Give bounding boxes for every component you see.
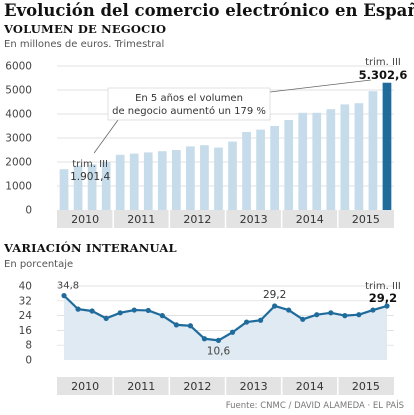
data-point	[131, 307, 137, 313]
bar-chart: 0 1000 2000 3000 4000 5000 6000 2010 2011 2012 201…	[5, 57, 408, 228]
y-tick-label: 4000	[5, 109, 32, 121]
bar	[59, 169, 69, 210]
line-chart-subtitle: En porcentaje	[4, 259, 74, 270]
bar	[270, 126, 279, 210]
y-tick-label: 5000	[5, 85, 32, 97]
data-point	[173, 322, 179, 328]
chart-title: Evolución del comercio electrónico en Es…	[4, 1, 414, 20]
annotation-connector	[93, 119, 119, 154]
data-point	[75, 306, 81, 312]
series-area	[64, 295, 387, 360]
data-point	[272, 303, 278, 309]
data-point	[370, 307, 376, 313]
annotation-connector	[269, 79, 372, 93]
bar	[186, 146, 195, 210]
y-tick-label: 2000	[5, 157, 32, 169]
data-point	[286, 307, 292, 313]
x-tick-label: 2015	[352, 380, 380, 393]
x-tick-label: 2010	[71, 380, 99, 393]
x-tick-label: 2014	[296, 380, 324, 393]
x-tick-label: 2015	[352, 213, 380, 226]
bar-chart-title: VOLUMEN DE NEGOCIO	[4, 22, 167, 36]
bar	[242, 132, 251, 210]
annotation-value: 29,2	[263, 289, 286, 301]
bar	[101, 162, 111, 210]
data-point	[159, 313, 165, 319]
y-tick-label: 3000	[5, 133, 32, 145]
x-tick-label: 2014	[296, 213, 324, 226]
y-tick-label: 32	[19, 295, 32, 307]
y-tick-label: 1000	[5, 181, 32, 193]
bar	[157, 151, 167, 210]
x-tick-label: 2011	[127, 213, 155, 226]
bar	[73, 165, 83, 210]
bar	[256, 129, 265, 210]
bar	[284, 120, 294, 210]
data-point	[243, 319, 250, 325]
annotation-value: 29,2	[369, 291, 397, 305]
bar	[129, 153, 139, 210]
bar	[312, 112, 322, 210]
x-tick-label: 2010	[71, 213, 99, 226]
annotation-value: 5.302,6	[359, 68, 408, 82]
source-credit: Fuente: CNMC / DAVID ALAMEDA · EL PAÍS	[225, 401, 404, 411]
data-point	[328, 310, 334, 316]
y-tick-label: 16	[19, 325, 33, 337]
x-tick-label: 2013	[240, 380, 268, 393]
annotation-value: 10,6	[207, 345, 231, 357]
y-tick-label: 8	[25, 340, 32, 352]
y-tick-label: 0	[25, 355, 32, 367]
bar	[115, 154, 125, 210]
note-box	[107, 87, 271, 121]
annotation-label: trim. III	[365, 57, 401, 68]
data-point	[314, 312, 320, 318]
annotation-value: 34,8	[57, 281, 79, 292]
data-point	[229, 329, 236, 335]
x-tick-label: 2012	[183, 380, 211, 393]
data-point	[187, 323, 193, 329]
annotation-label: trim. III	[365, 281, 401, 292]
line-chart-title: VARIACIÓN INTERANUAL	[4, 241, 177, 255]
data-point	[89, 308, 95, 314]
bar	[228, 141, 237, 210]
bar	[298, 112, 308, 210]
bar	[340, 104, 350, 210]
data-point	[103, 315, 109, 321]
bar	[143, 152, 153, 210]
bar	[354, 103, 364, 210]
data-point	[117, 310, 123, 316]
data-point	[384, 303, 390, 309]
data-point	[342, 313, 348, 319]
x-tick-label: 2012	[183, 213, 211, 226]
y-tick-label: 0	[25, 205, 32, 217]
data-point	[215, 337, 222, 343]
x-tick-label: 2011	[127, 380, 155, 393]
bar	[200, 145, 209, 210]
y-tick-label: 40	[19, 281, 32, 293]
data-point	[145, 307, 151, 314]
x-tick-label: 2013	[240, 213, 268, 226]
note-text-line: En 5 años el volumen	[135, 93, 243, 104]
bar-highlight	[382, 82, 392, 210]
note-text-line: de negocio aumentó un 179 %	[112, 105, 266, 117]
y-tick-label: 24	[19, 310, 33, 322]
annotation-label: trim. III	[72, 159, 108, 170]
line-chart: 0 8 16 24 32 40 2010 2011 2012 2013 2014 2015 34,8 10…	[19, 281, 401, 395]
bar-chart-subtitle: En millones de euros. Trimestral	[4, 39, 165, 50]
data-point	[356, 312, 362, 318]
bar	[87, 164, 97, 210]
bar	[172, 150, 181, 210]
bar	[368, 91, 378, 210]
data-point	[61, 293, 67, 299]
y-tick-label: 6000	[5, 61, 32, 73]
data-point	[258, 317, 264, 323]
annotation-value: 1.901,4	[70, 171, 110, 183]
bar	[326, 109, 336, 210]
data-point	[300, 316, 306, 322]
data-point	[201, 336, 208, 342]
bar	[214, 147, 223, 210]
